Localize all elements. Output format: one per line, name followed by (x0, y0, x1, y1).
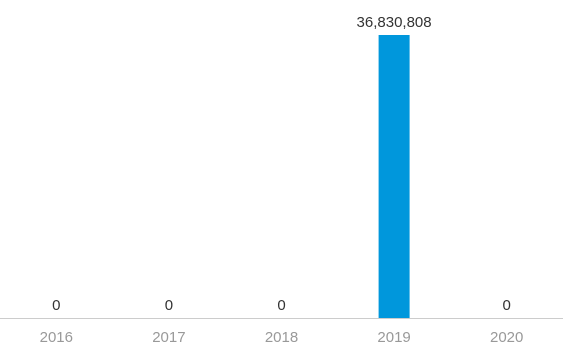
x-tick-label-2020: 2020 (490, 329, 523, 346)
data-label-2017: 0 (165, 297, 173, 314)
x-tick-label-2019: 2019 (377, 329, 410, 346)
data-label-2019: 36,830,808 (357, 14, 432, 31)
x-tick-label-2018: 2018 (265, 329, 298, 346)
bar-2019 (378, 35, 410, 318)
data-label-2016: 0 (52, 297, 60, 314)
data-label-2018: 0 (277, 297, 285, 314)
bars-group (378, 35, 410, 318)
data-label-2020: 0 (503, 297, 511, 314)
x-tick-label-2016: 2016 (40, 329, 73, 346)
data-labels-group: 0 0 0 36,830,808 0 (52, 14, 511, 314)
x-tick-label-2017: 2017 (152, 329, 185, 346)
x-tick-labels-group: 2016 2017 2018 2019 2020 (40, 329, 524, 346)
